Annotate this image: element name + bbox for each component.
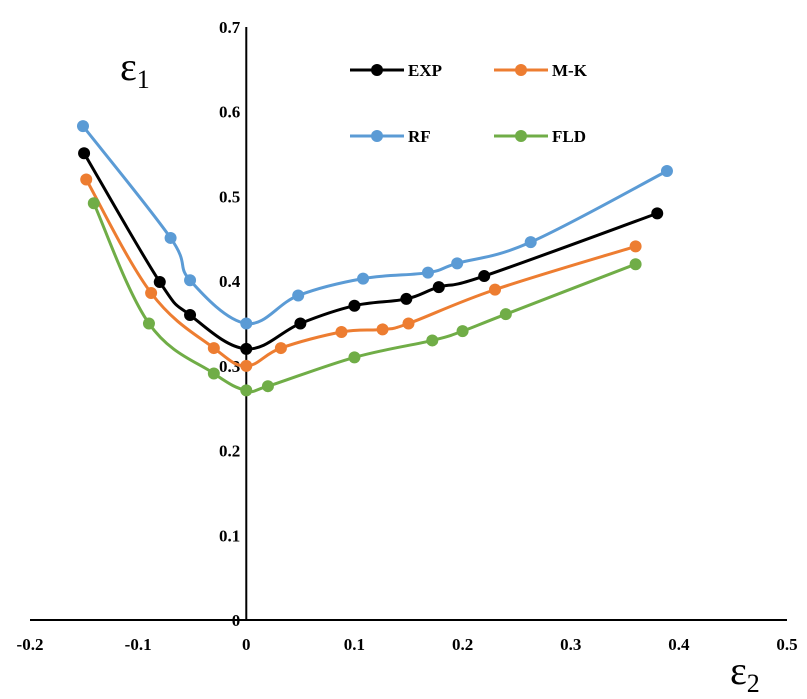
series-line-exp [82, 152, 658, 351]
data-point-rf [184, 274, 197, 287]
data-point-fld [348, 351, 361, 364]
data-point-m-k [376, 323, 389, 336]
data-point-rf [524, 236, 537, 249]
data-point-exp [651, 207, 664, 220]
data-point-exp [432, 281, 445, 294]
legend-label: FLD [552, 127, 586, 146]
y-axis-label: ε1 [120, 44, 150, 94]
data-point-m-k [402, 317, 415, 330]
y-axis-label-sub: 1 [137, 65, 150, 94]
legend-swatch-marker [371, 64, 383, 76]
data-point-m-k [207, 342, 220, 355]
x-tick-label: 0.5 [776, 635, 797, 654]
data-point-fld [456, 325, 469, 338]
data-point-rf [421, 266, 434, 279]
data-point-exp [478, 270, 491, 283]
x-tick-label: 0 [242, 635, 251, 654]
y-tick-label: 0.2 [219, 442, 240, 461]
x-tick-label: 0.2 [452, 635, 473, 654]
data-point-m-k [274, 342, 287, 355]
x-tick-label: 0.4 [668, 635, 690, 654]
data-point-fld [426, 334, 439, 347]
legend-label: EXP [408, 61, 442, 80]
series-line-rf [81, 125, 668, 326]
y-tick-label: 0.1 [219, 526, 240, 545]
data-point-fld [142, 317, 155, 330]
series-m-k [80, 173, 642, 372]
data-point-fld [240, 384, 253, 397]
data-point-rf [240, 317, 253, 330]
data-point-fld [207, 367, 220, 380]
x-tick-label: 0.3 [560, 635, 581, 654]
series-line-fld [92, 202, 637, 394]
legend: EXP M-K RF FLD [350, 61, 588, 146]
data-point-m-k [145, 287, 158, 300]
y-tick-label: 0.6 [219, 103, 240, 122]
data-point-fld [261, 380, 274, 393]
legend-swatch-marker [515, 64, 527, 76]
y-tick-label: 0.5 [219, 187, 240, 206]
data-point-rf [76, 120, 89, 133]
data-point-fld [87, 197, 100, 210]
data-point-exp [153, 275, 166, 288]
data-point-exp [78, 147, 91, 160]
x-axis-label: ε2 [730, 648, 760, 698]
data-point-rf [164, 231, 177, 244]
series-exp [78, 147, 664, 355]
y-tick-label: 0.4 [219, 272, 241, 291]
data-point-exp [348, 299, 361, 312]
y-tick-label: 0 [232, 611, 241, 630]
y-axis-label-base: ε [120, 44, 137, 89]
data-point-rf [451, 257, 464, 270]
data-point-rf [357, 272, 370, 285]
data-point-exp [400, 292, 413, 305]
data-point-m-k [335, 325, 348, 338]
series-fld [87, 197, 642, 397]
y-tick-label: 0.3 [219, 357, 240, 376]
y-tick-label: 0.7 [219, 18, 241, 37]
legend-swatch-marker [371, 130, 383, 142]
data-point-rf [660, 165, 673, 178]
data-point-m-k [489, 283, 502, 296]
data-point-fld [499, 308, 512, 321]
data-point-exp [294, 317, 307, 330]
x-axis-label-sub: 2 [747, 669, 760, 698]
series-group [76, 120, 673, 397]
legend-label: M-K [552, 61, 588, 80]
legend-item-rf: RF [350, 127, 431, 146]
x-axis-label-base: ε [730, 648, 747, 693]
legend-swatch-marker [515, 130, 527, 142]
data-point-m-k [80, 173, 93, 186]
x-tick-label: -0.1 [125, 635, 152, 654]
legend-item-exp: EXP [350, 61, 442, 80]
data-point-fld [629, 258, 642, 271]
data-point-exp [240, 342, 253, 355]
x-tick-labels: -0.2 -0.1 0 0.1 0.2 0.3 0.4 0.5 [17, 635, 798, 654]
data-point-rf [292, 289, 305, 302]
data-point-exp [184, 309, 197, 322]
legend-item-m-k: M-K [494, 61, 588, 80]
y-tick-labels: 0 0.1 0.2 0.3 0.4 0.5 0.6 0.7 [219, 18, 241, 630]
data-point-m-k [240, 359, 253, 372]
legend-label: RF [408, 127, 431, 146]
data-point-m-k [629, 240, 642, 253]
x-tick-label: -0.2 [17, 635, 44, 654]
legend-item-fld: FLD [494, 127, 586, 146]
series-rf [76, 120, 673, 330]
series-line-m-k [84, 178, 637, 368]
x-tick-label: 0.1 [344, 635, 365, 654]
